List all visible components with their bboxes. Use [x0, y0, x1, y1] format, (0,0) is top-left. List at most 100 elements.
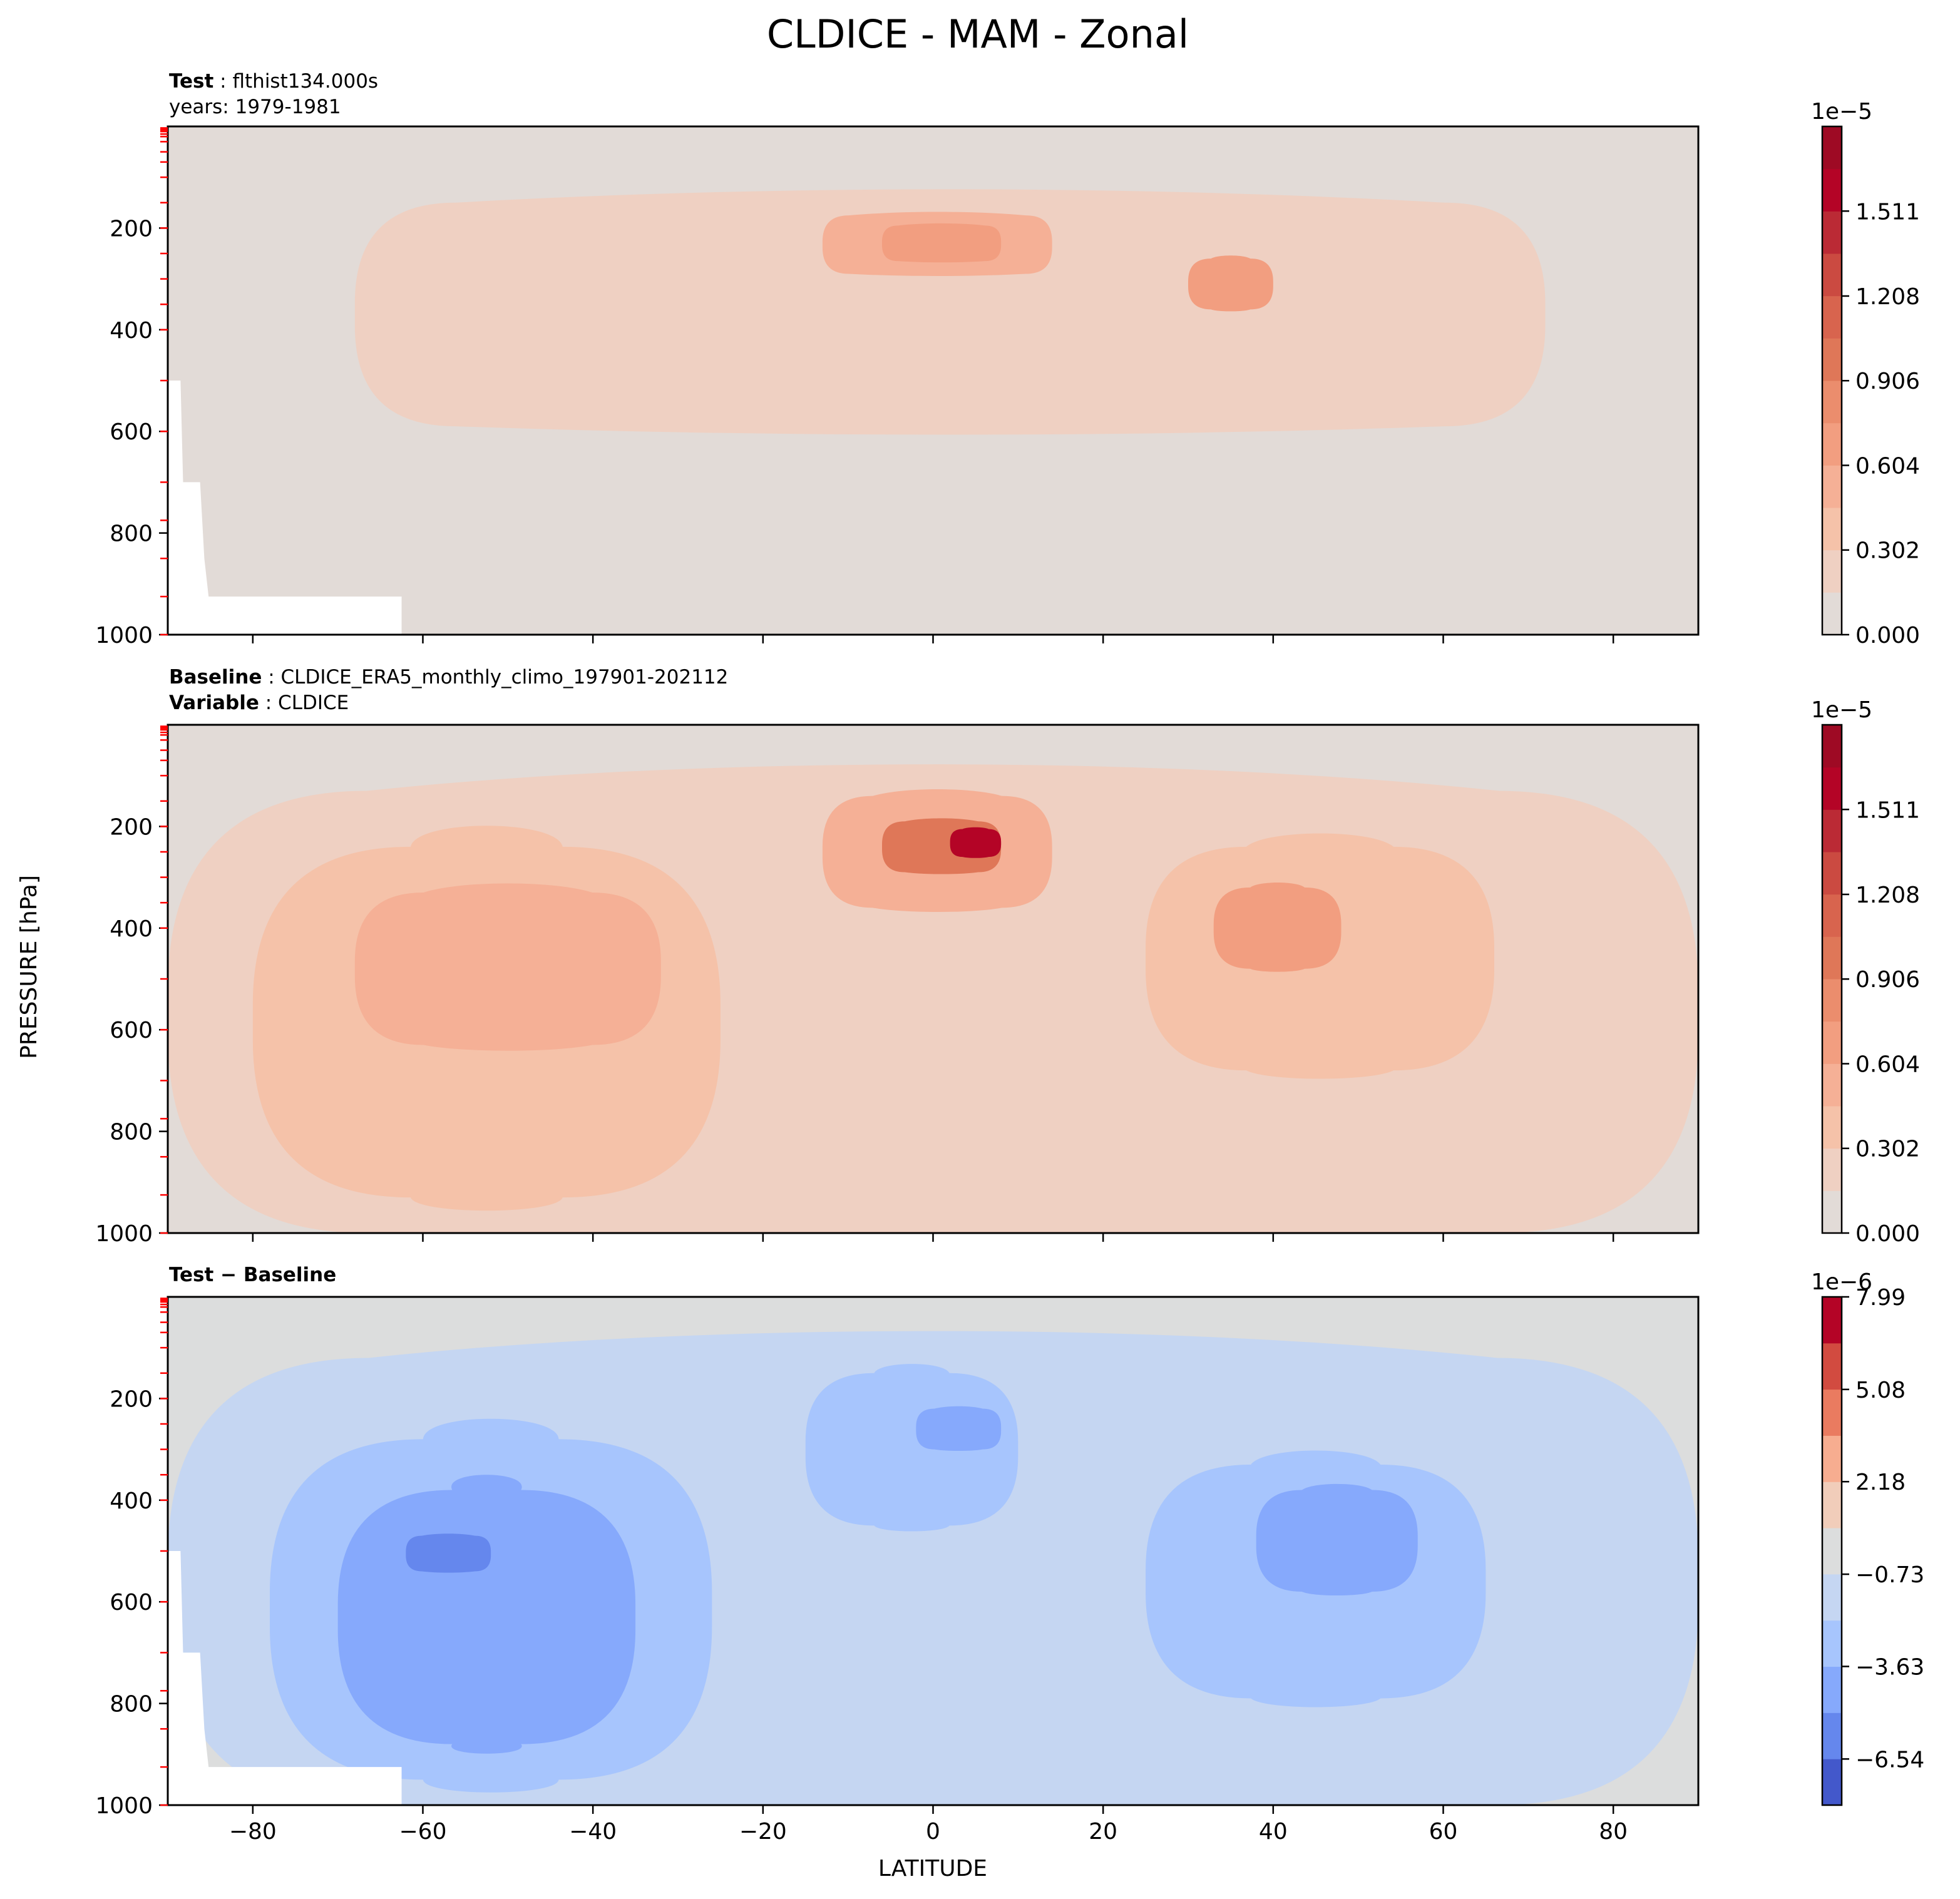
diff-x-ticks: [252, 1805, 1614, 1814]
diff-x-tick-label-0: −80: [229, 1819, 277, 1845]
test-colorbar-exponent: 1e−5: [1811, 99, 1872, 125]
test-colorbar-tick-label-1: 0.302: [1855, 538, 1920, 564]
diff-contour-region-2: [337, 1475, 636, 1754]
diff-contour-region-4: [805, 1364, 1018, 1532]
diff-missing-data-mask: [168, 1551, 402, 1805]
diff-x-tick-label-3: −20: [739, 1819, 787, 1845]
diff-y-tick-label-1: 400: [110, 1488, 153, 1514]
baseline-colorbar-swatch-10: [1822, 767, 1842, 810]
baseline-y-tick-label-2: 600: [110, 1018, 153, 1043]
diff-contour-area: [168, 1297, 1698, 1805]
baseline-level-markers: [160, 725, 168, 1234]
baseline-panel-header-line1: Baseline : CLDICE_ERA5_monthly_climo_197…: [169, 666, 728, 688]
baseline-contour-region-5: [950, 827, 1002, 858]
test-y-tick-label-1: 400: [110, 318, 153, 344]
test-y-tick-label-2: 600: [110, 419, 153, 445]
diff-colorbar: 1e−6 −6.54 −3.63 −0.73 2.18 5.08 7.99: [1811, 1269, 1924, 1806]
test-colorbar-tick-label-0: 0.000: [1855, 623, 1920, 648]
diff-colorbar-swatch-9: [1822, 1343, 1842, 1390]
diff-x-tick-label-4: 0: [926, 1819, 940, 1845]
diff-colorbar-swatch-2: [1822, 1666, 1842, 1713]
test-colorbar: 1e−5 0.000 0.302 0.604 0.906 1.208 1.511: [1811, 99, 1920, 648]
baseline-colorbar-tick-label-1: 0.302: [1855, 1137, 1920, 1162]
diff-contour-region-3: [406, 1533, 491, 1573]
test-colorbar-tick-label-2: 0.604: [1855, 453, 1920, 479]
baseline-contour-region-7: [1213, 883, 1342, 972]
baseline-panel: Baseline : CLDICE_ERA5_monthly_climo_197…: [95, 666, 1920, 1247]
diff-colorbar-tick-label-1: −3.63: [1855, 1654, 1924, 1680]
baseline-colorbar: 1e−5 0.000 0.302 0.604 0.906 1.208 1.511: [1811, 697, 1920, 1247]
test-colorbar-swatch-2: [1822, 508, 1842, 551]
test-panel-years: years: 1979-1981: [169, 96, 341, 118]
test-colorbar-tick-label-4: 1.208: [1855, 284, 1920, 310]
test-colorbar-tick-label-3: 0.906: [1855, 369, 1920, 394]
baseline-colorbar-tick-label-0: 0.000: [1855, 1221, 1920, 1247]
baseline-variable-name: CLDICE: [278, 692, 349, 714]
test-y-tick-label-0: 200: [110, 216, 153, 242]
test-panel-key: Test: [169, 70, 214, 93]
baseline-colorbar-tick-label-5: 1.511: [1855, 797, 1920, 823]
diff-level-markers: [160, 1298, 168, 1806]
diff-x-tick-labels: −80 −60 −40 −20 0 20 40 60 80: [229, 1819, 1628, 1845]
diff-x-tick-label-8: 80: [1599, 1819, 1628, 1845]
baseline-colorbar-swatch-11: [1822, 725, 1842, 768]
baseline-y-tick-label-4: 1000: [95, 1221, 153, 1247]
test-x-ticks: [252, 635, 1614, 643]
baseline-variable-sep: :: [259, 692, 278, 714]
test-panel-header-line1: Test : flthist134.000s: [169, 70, 378, 93]
diff-y-tick-label-2: 600: [110, 1590, 153, 1615]
figure-title: CLDICE - MAM - Zonal: [767, 11, 1189, 57]
diff-colorbar-swatch-8: [1822, 1389, 1842, 1436]
diff-panel: Test − Baseline −80 −60 −40 −20 0 20 40 60 80 20…: [95, 1264, 1924, 1845]
test-colorbar-swatch-6: [1822, 338, 1842, 381]
baseline-panel-dataset: CLDICE_ERA5_monthly_climo_197901-202112: [281, 666, 729, 688]
diff-colorbar-swatch-1: [1822, 1712, 1842, 1759]
baseline-colorbar-swatch-6: [1822, 936, 1842, 980]
diff-colorbar-swatch-7: [1822, 1435, 1842, 1482]
baseline-y-tick-label-3: 800: [110, 1120, 153, 1145]
test-missing-data-mask: [168, 381, 402, 635]
diff-colorbar-swatch-5: [1822, 1528, 1842, 1575]
diff-colorbar-swatch-3: [1822, 1620, 1842, 1667]
diff-x-tick-label-6: 40: [1259, 1819, 1288, 1845]
diff-contour-region-7: [1256, 1483, 1418, 1596]
test-colorbar-swatch-8: [1822, 253, 1842, 297]
baseline-colorbar-swatch-0: [1822, 1190, 1842, 1234]
baseline-panel-key: Baseline: [169, 666, 262, 688]
baseline-y-tick-label-1: 400: [110, 916, 153, 942]
baseline-colorbar-swatch-7: [1822, 894, 1842, 937]
baseline-colorbar-tick-label-4: 1.208: [1855, 883, 1920, 908]
diff-colorbar-swatch-4: [1822, 1574, 1842, 1621]
test-contour-region-0: [354, 189, 1546, 435]
diff-y-ticks: 200 400 600 800 1000: [95, 1386, 168, 1819]
diff-colorbar-tick-label-2: −0.73: [1855, 1562, 1924, 1588]
diff-colorbar-exponent: 1e−6: [1811, 1269, 1872, 1295]
baseline-colorbar-swatch-2: [1822, 1106, 1842, 1149]
diff-x-tick-label-5: 20: [1089, 1819, 1117, 1845]
diff-colorbar-tick-label-4: 5.08: [1855, 1378, 1906, 1403]
test-colorbar-swatch-4: [1822, 422, 1842, 466]
test-y-tick-label-3: 800: [110, 521, 153, 547]
diff-colorbar-swatch-0: [1822, 1759, 1842, 1806]
baseline-colorbar-swatch-9: [1822, 809, 1842, 852]
test-contour-area: [168, 126, 1698, 635]
diff-y-tick-label-0: 200: [110, 1386, 153, 1412]
baseline-panel-sep: :: [262, 666, 280, 688]
diff-panel-title: Test − Baseline: [169, 1264, 336, 1286]
diff-y-tick-label-4: 1000: [95, 1793, 153, 1819]
baseline-colorbar-exponent: 1e−5: [1811, 697, 1872, 723]
test-colorbar-swatch-9: [1822, 211, 1842, 254]
diff-colorbar-tick-label-3: 2.18: [1855, 1470, 1906, 1495]
test-colorbar-swatch-0: [1822, 592, 1842, 635]
test-colorbar-swatch-3: [1822, 465, 1842, 508]
test-colorbar-swatch-7: [1822, 295, 1842, 339]
baseline-y-tick-label-0: 200: [110, 814, 153, 840]
baseline-colorbar-swatch-5: [1822, 979, 1842, 1022]
test-contour-region-2: [882, 223, 1002, 263]
diff-title-baseline: Baseline: [244, 1264, 336, 1286]
test-contour-region-3: [1188, 255, 1273, 312]
test-panel-sep: :: [213, 70, 232, 93]
test-y-tick-label-4: 1000: [95, 623, 153, 648]
diff-title-test: Test: [169, 1264, 214, 1286]
